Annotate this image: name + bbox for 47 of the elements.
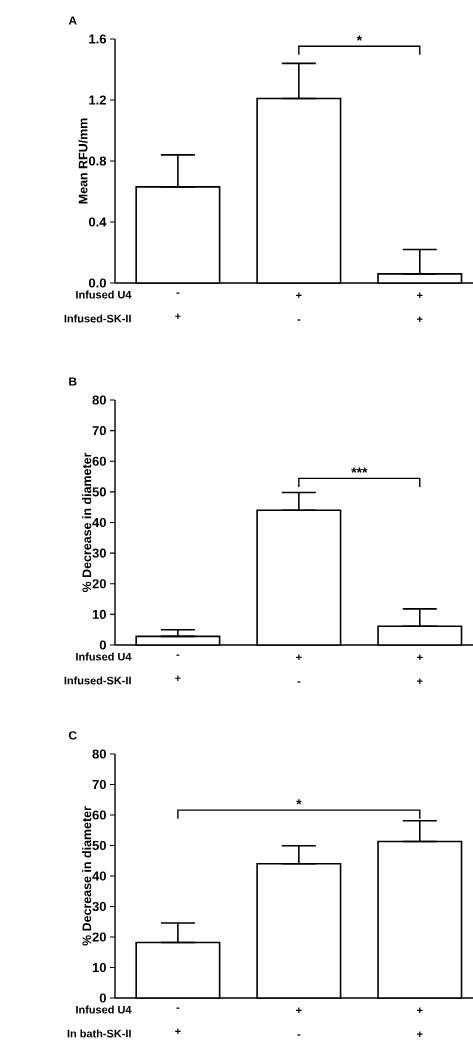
category-label: + - <box>296 292 302 321</box>
y-tick-label: 40 <box>92 871 106 881</box>
y-tick-label: 0 <box>99 640 106 650</box>
category-label: - + <box>175 292 181 320</box>
y-tick-label: 0 <box>99 993 106 1003</box>
y-tick-label: 50 <box>92 840 106 851</box>
y-tick-label: 10 <box>92 962 106 973</box>
category-label: + + <box>417 654 423 684</box>
y-tick-label: 70 <box>92 779 106 790</box>
category-label: + - <box>296 654 302 683</box>
y-tick-label: 40 <box>92 517 106 528</box>
y-tick-label: 1.6 <box>89 34 107 44</box>
text: In bath-SK-II <box>67 1029 131 1038</box>
text: Infused-SK-II <box>64 314 131 323</box>
category-label: - + <box>175 654 181 682</box>
annotation: * <box>296 799 302 805</box>
y-tick-label: 1.2 <box>89 95 106 105</box>
y-tick-label: 60 <box>92 810 106 820</box>
category-label: + + <box>417 1007 423 1037</box>
y-tick-label: 20 <box>92 579 106 589</box>
y-tick-label: 60 <box>92 456 106 466</box>
text: Infused U4 <box>76 652 132 661</box>
text: Infused U4 <box>76 290 132 299</box>
category-label: + + <box>417 292 423 322</box>
y-tick-label: 20 <box>92 932 106 942</box>
y-axis-title: % Decrease in diameter <box>82 806 92 946</box>
y-tick-label: 70 <box>92 426 106 436</box>
annotation: * <box>356 35 363 41</box>
y-tick-label: 10 <box>92 609 106 619</box>
category-label: + - <box>296 1007 302 1036</box>
text: Infused-SK-II <box>64 676 131 685</box>
y-tick-label: 30 <box>92 548 106 558</box>
chart-title: A <box>68 16 77 25</box>
text: Infused U4 <box>76 1005 132 1014</box>
y-tick-label: 80 <box>92 749 106 759</box>
y-axis-title: % Decrease in diameter <box>82 452 92 593</box>
y-tick-label: 50 <box>92 487 106 497</box>
annotation: *** <box>351 467 368 473</box>
chart-title: C <box>68 731 77 740</box>
y-tick-label: 0.0 <box>88 278 106 288</box>
y-tick-label: 0.8 <box>88 156 107 166</box>
y-tick-label: 30 <box>92 901 106 912</box>
y-tick-label: 0.4 <box>88 217 107 227</box>
y-tick-label: 80 <box>92 395 106 405</box>
y-axis-title: Mean RFU/mm <box>78 118 88 204</box>
chart-title: B <box>69 377 77 386</box>
category-label: - + <box>175 1007 181 1035</box>
